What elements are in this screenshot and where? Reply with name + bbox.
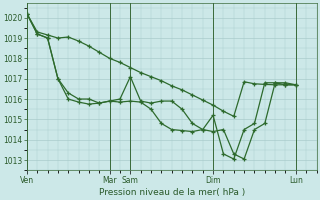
X-axis label: Pression niveau de la mer( hPa ): Pression niveau de la mer( hPa ) (99, 188, 245, 197)
